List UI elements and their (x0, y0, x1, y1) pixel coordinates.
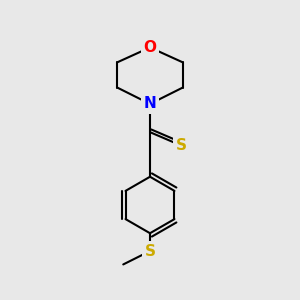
Text: N: N (144, 96, 156, 111)
Text: S: S (145, 244, 155, 259)
Text: S: S (176, 138, 187, 153)
Text: O: O (143, 40, 157, 55)
